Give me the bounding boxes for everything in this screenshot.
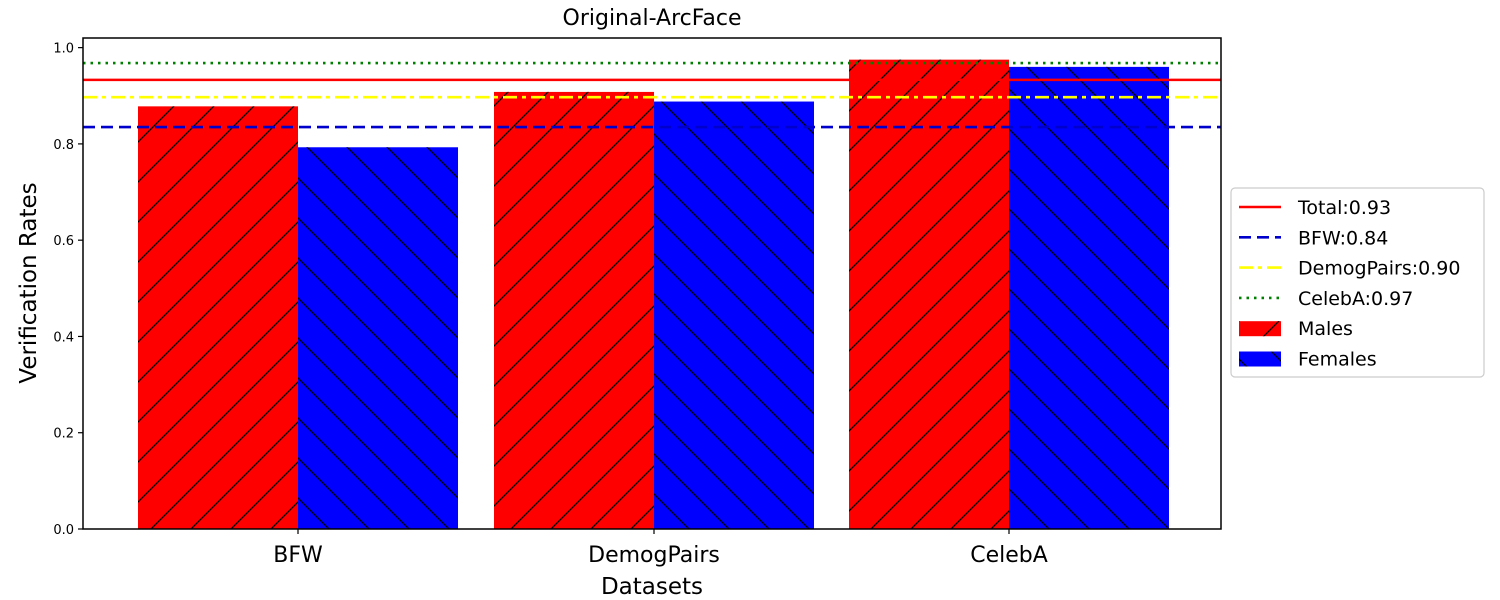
bar-hatch-males-celeba xyxy=(849,59,1009,529)
y-tick-label: 0.0 xyxy=(53,523,74,538)
legend-label: DemogPairs:0.90 xyxy=(1298,258,1460,280)
legend-label: BFW:0.84 xyxy=(1298,227,1388,249)
x-axis-label: Datasets xyxy=(601,574,703,600)
y-axis-label: Verification Rates xyxy=(16,182,42,383)
legend-label: Males xyxy=(1298,318,1353,340)
bar-hatch-females-bfw xyxy=(298,147,458,529)
y-tick-label: 1.0 xyxy=(53,42,74,57)
y-tick-label: 0.4 xyxy=(53,330,74,345)
legend-swatch-hatch xyxy=(1239,351,1281,367)
y-tick-label: 0.6 xyxy=(53,234,74,249)
y-tick-label: 0.2 xyxy=(53,427,74,442)
bar-hatch-females-demogpairs xyxy=(654,101,814,529)
x-tick-label: CelebA xyxy=(970,543,1048,568)
x-tick-label: DemogPairs xyxy=(588,543,720,568)
legend: Total:0.93 BFW:0.84 DemogPairs:0.90 CelebA:… xyxy=(1230,187,1485,378)
y-tick-label: 0.8 xyxy=(53,138,74,153)
chart-title: Original-ArcFace xyxy=(563,6,742,31)
legend-label: Females xyxy=(1298,349,1377,371)
bar-hatch-females-celeba xyxy=(1009,66,1169,529)
bar-hatch-males-bfw xyxy=(138,106,298,529)
legend-label: Total:0.93 xyxy=(1297,197,1391,219)
legend-label: CelebA:0.97 xyxy=(1298,288,1413,310)
plot-frame xyxy=(82,37,1222,530)
legend-swatch-hatch xyxy=(1239,321,1281,337)
x-tick-label: BFW xyxy=(273,543,323,568)
bar-hatch-males-demogpairs xyxy=(494,91,654,529)
legend-frame xyxy=(1230,187,1485,378)
